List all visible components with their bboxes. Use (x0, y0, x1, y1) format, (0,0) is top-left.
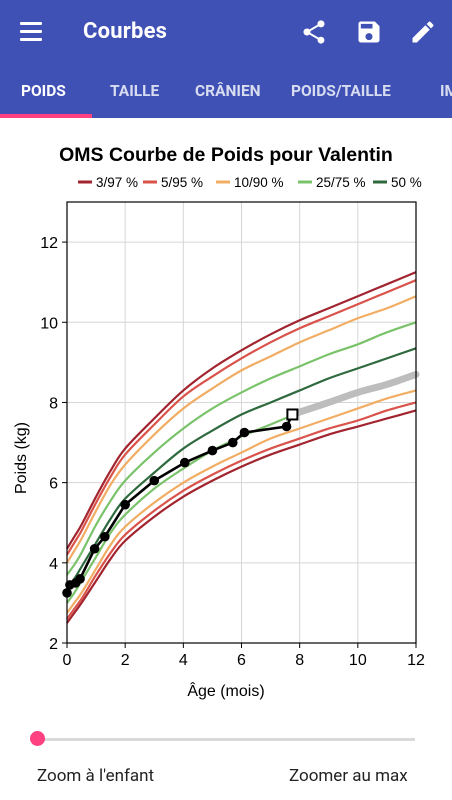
x-tick-label: 4 (179, 652, 188, 669)
app-bar: Courbes POIDS TAILLE CRÂNIEN POIDS/TAILL… (0, 0, 452, 118)
tab-cranien[interactable]: CRÂNIEN (195, 82, 261, 100)
legend-label: 10/90 % (234, 175, 284, 190)
percentile-curve (66, 389, 417, 614)
tab-bar: POIDS TAILLE CRÂNIEN POIDS/TAILLE IM (0, 64, 452, 118)
child-data-point (100, 531, 110, 542)
x-tick-label: 2 (121, 652, 130, 669)
percentile-lines (66, 271, 417, 624)
child-data-point (239, 427, 250, 438)
legend-label: 3/97 % (96, 175, 138, 190)
tab-poids[interactable]: POIDS (21, 82, 66, 100)
x-tick-label: 0 (63, 652, 72, 669)
projection-curve (288, 370, 420, 418)
save-icon[interactable] (355, 18, 383, 46)
x-tick-label: 6 (237, 652, 246, 669)
latest-data-point (286, 408, 299, 421)
tab-indicator (0, 114, 92, 118)
toolbar: Courbes (0, 0, 452, 64)
chart-svg: OMS Courbe de Poids pour Valentin 3/97 %… (13, 144, 425, 700)
tab-imc[interactable]: IM (440, 82, 452, 100)
weight-chart[interactable]: OMS Courbe de Poids pour Valentin 3/97 %… (0, 118, 452, 718)
zoom-slider-track[interactable] (37, 738, 415, 741)
percentile-curve (66, 321, 417, 576)
y-tick-label: 10 (40, 315, 58, 332)
child-data-point (179, 457, 190, 468)
page-title: Courbes (83, 19, 168, 44)
edit-icon[interactable] (409, 18, 437, 46)
chart-grid (66, 202, 417, 644)
y-tick-label: 8 (49, 395, 58, 412)
chart-legend: 3/97 % 5/95 % 10/90 % 25/75 % 50 % (78, 175, 422, 190)
x-tick-label: 10 (349, 652, 367, 669)
percentile-curve (66, 295, 417, 564)
child-data-point (149, 475, 160, 486)
percentile-curve (66, 347, 417, 590)
child-data-point (227, 437, 238, 448)
legend-label: 25/75 % (316, 175, 366, 190)
x-axis-label: Âge (mois) (187, 681, 264, 700)
y-axis-label: Poids (kg) (13, 422, 30, 494)
child-data-point (281, 421, 292, 432)
child-data-point (75, 574, 85, 584)
tab-taille[interactable]: TAILLE (110, 82, 160, 100)
zoom-slider-thumb[interactable] (30, 731, 45, 746)
percentile-curve (66, 409, 417, 624)
zoom-child-label[interactable]: Zoom à l'enfant (37, 766, 155, 786)
percentile-curve (66, 271, 417, 550)
child-series (62, 408, 299, 598)
menu-icon[interactable] (18, 20, 46, 44)
legend-label: 50 % (391, 175, 422, 190)
percentile-curve (66, 401, 417, 620)
legend-label: 5/95 % (161, 175, 203, 190)
y-tick-label: 4 (49, 556, 58, 573)
share-icon[interactable] (300, 18, 328, 46)
child-data-point (120, 499, 130, 510)
y-tick-label: 2 (49, 636, 58, 653)
x-tick-label: 12 (407, 652, 425, 669)
y-tick-label: 12 (40, 235, 58, 252)
chart-title: OMS Courbe de Poids pour Valentin (59, 144, 393, 166)
x-tick-label: 8 (295, 652, 304, 669)
zoom-max-label[interactable]: Zoomer au max (289, 766, 408, 786)
projection-line (288, 370, 420, 418)
tab-poids-taille[interactable]: POIDS/TAILLE (291, 82, 391, 100)
percentile-curve (66, 279, 417, 556)
child-data-point (89, 543, 100, 554)
y-tick-label: 6 (49, 476, 58, 493)
child-data-point (207, 445, 218, 456)
